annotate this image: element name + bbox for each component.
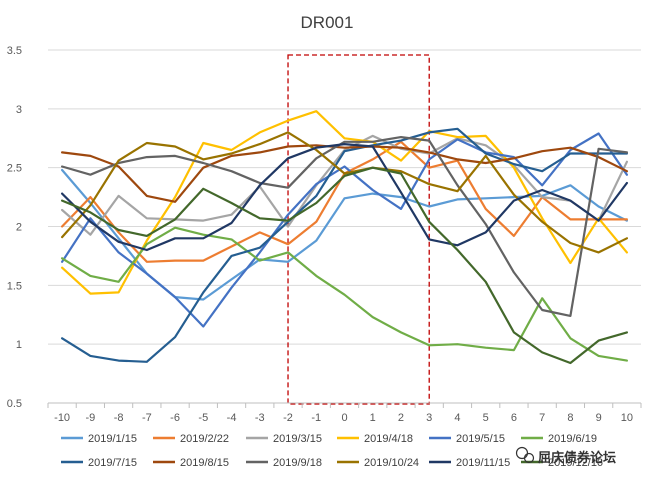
- series-line: [60, 143, 629, 252]
- legend-label: 2019/12/16: [548, 457, 603, 469]
- x-tick-label: 7: [539, 412, 545, 424]
- legend-label: 2019/7/15: [88, 457, 137, 469]
- legend-label: 2019/1/15: [88, 433, 137, 445]
- x-tick-label: -2: [283, 412, 293, 424]
- series-line: [60, 144, 629, 203]
- x-tick-label: -8: [114, 412, 124, 424]
- x-tick-label: 0: [341, 412, 347, 424]
- x-tick-label: 9: [596, 412, 602, 424]
- y-axis-ticks: 0.5 1 1.5 2 2.5 3 3.5: [7, 45, 22, 410]
- legend-item: 2019/3/15: [246, 433, 322, 445]
- legend-label: 2019/4/18: [364, 433, 413, 445]
- x-tick-label: -10: [54, 412, 70, 424]
- x-axis-ticks: -10 -9 -8 -7 -6 -5 -4 -3 -2 -1 0 1 2 3 4 5 6 7 8 9 10: [54, 412, 633, 424]
- gridlines: [48, 49, 641, 345]
- legend-item: 2019/1/15: [61, 433, 137, 445]
- series-line: [60, 226, 629, 362]
- x-tick-label: -6: [170, 412, 180, 424]
- x-tick-label: -4: [227, 412, 237, 424]
- x-tick-label: 2: [398, 412, 404, 424]
- chart-title: DR001: [301, 13, 354, 32]
- legend-label: 2019/2/22: [180, 433, 229, 445]
- legend-item: 2019/8/15: [153, 457, 229, 469]
- legend-item: 2019/2/22: [153, 433, 229, 445]
- legend-label: 2019/11/15: [456, 457, 510, 469]
- x-tick-label: 4: [454, 412, 460, 424]
- series-line: [60, 136, 629, 317]
- legend-label: 2019/9/18: [273, 457, 322, 469]
- legend: 2019/1/15 2019/2/22 2019/3/15 2019/4/18 2019…: [61, 433, 603, 469]
- legend-item: 2019/11/15: [429, 457, 510, 469]
- highlight-box: [287, 54, 430, 405]
- legend-label: 2019/10/24: [364, 457, 419, 469]
- x-tick-label: 5: [483, 412, 489, 424]
- y-tick-label: 1: [16, 339, 22, 351]
- legend-item: 2019/9/18: [246, 457, 322, 469]
- y-tick-label: 1.5: [7, 280, 22, 292]
- legend-item: 2019/6/19: [521, 433, 597, 445]
- legend-item: 2019/7/15: [61, 457, 137, 469]
- wechat-icon: [515, 446, 535, 464]
- x-tick-label: 8: [567, 412, 573, 424]
- legend-label: 2019/5/15: [456, 433, 505, 445]
- y-tick-label: 2: [16, 222, 22, 234]
- series-line: [60, 131, 629, 254]
- y-tick-label: 0.5: [7, 398, 22, 410]
- x-tick-label: -7: [142, 412, 152, 424]
- legend-label: 2019/8/15: [180, 457, 229, 469]
- highlight-rect: [287, 54, 430, 405]
- x-tick-label: 10: [621, 412, 633, 424]
- x-tick-label: -9: [85, 412, 95, 424]
- watermark-text: 屈庆债券论坛: [538, 450, 616, 465]
- series-line: [60, 134, 629, 236]
- x-tick-label: -1: [311, 412, 321, 424]
- legend-label: 2019/6/19: [548, 433, 597, 445]
- series-lines: [60, 110, 629, 365]
- x-tick-label: 3: [426, 412, 432, 424]
- watermark: 屈庆债券论坛: [515, 446, 616, 465]
- x-axis: [47, 402, 642, 408]
- y-tick-label: 2.5: [7, 163, 22, 175]
- legend-item: 2019/5/15: [429, 433, 505, 445]
- x-tick-label: 1: [370, 412, 376, 424]
- legend-item: 2019/10/24: [337, 457, 419, 469]
- legend-label: 2019/3/15: [273, 433, 322, 445]
- x-tick-label: -5: [198, 412, 208, 424]
- legend-item: 2019/4/18: [337, 433, 413, 445]
- x-tick-label: 6: [511, 412, 517, 424]
- series-line: [60, 110, 629, 295]
- series-line: [60, 127, 629, 363]
- y-tick-label: 3: [16, 104, 22, 116]
- series-line: [60, 132, 629, 328]
- series-line: [60, 166, 629, 365]
- y-tick-label: 3.5: [7, 45, 22, 57]
- x-tick-label: -3: [255, 412, 265, 424]
